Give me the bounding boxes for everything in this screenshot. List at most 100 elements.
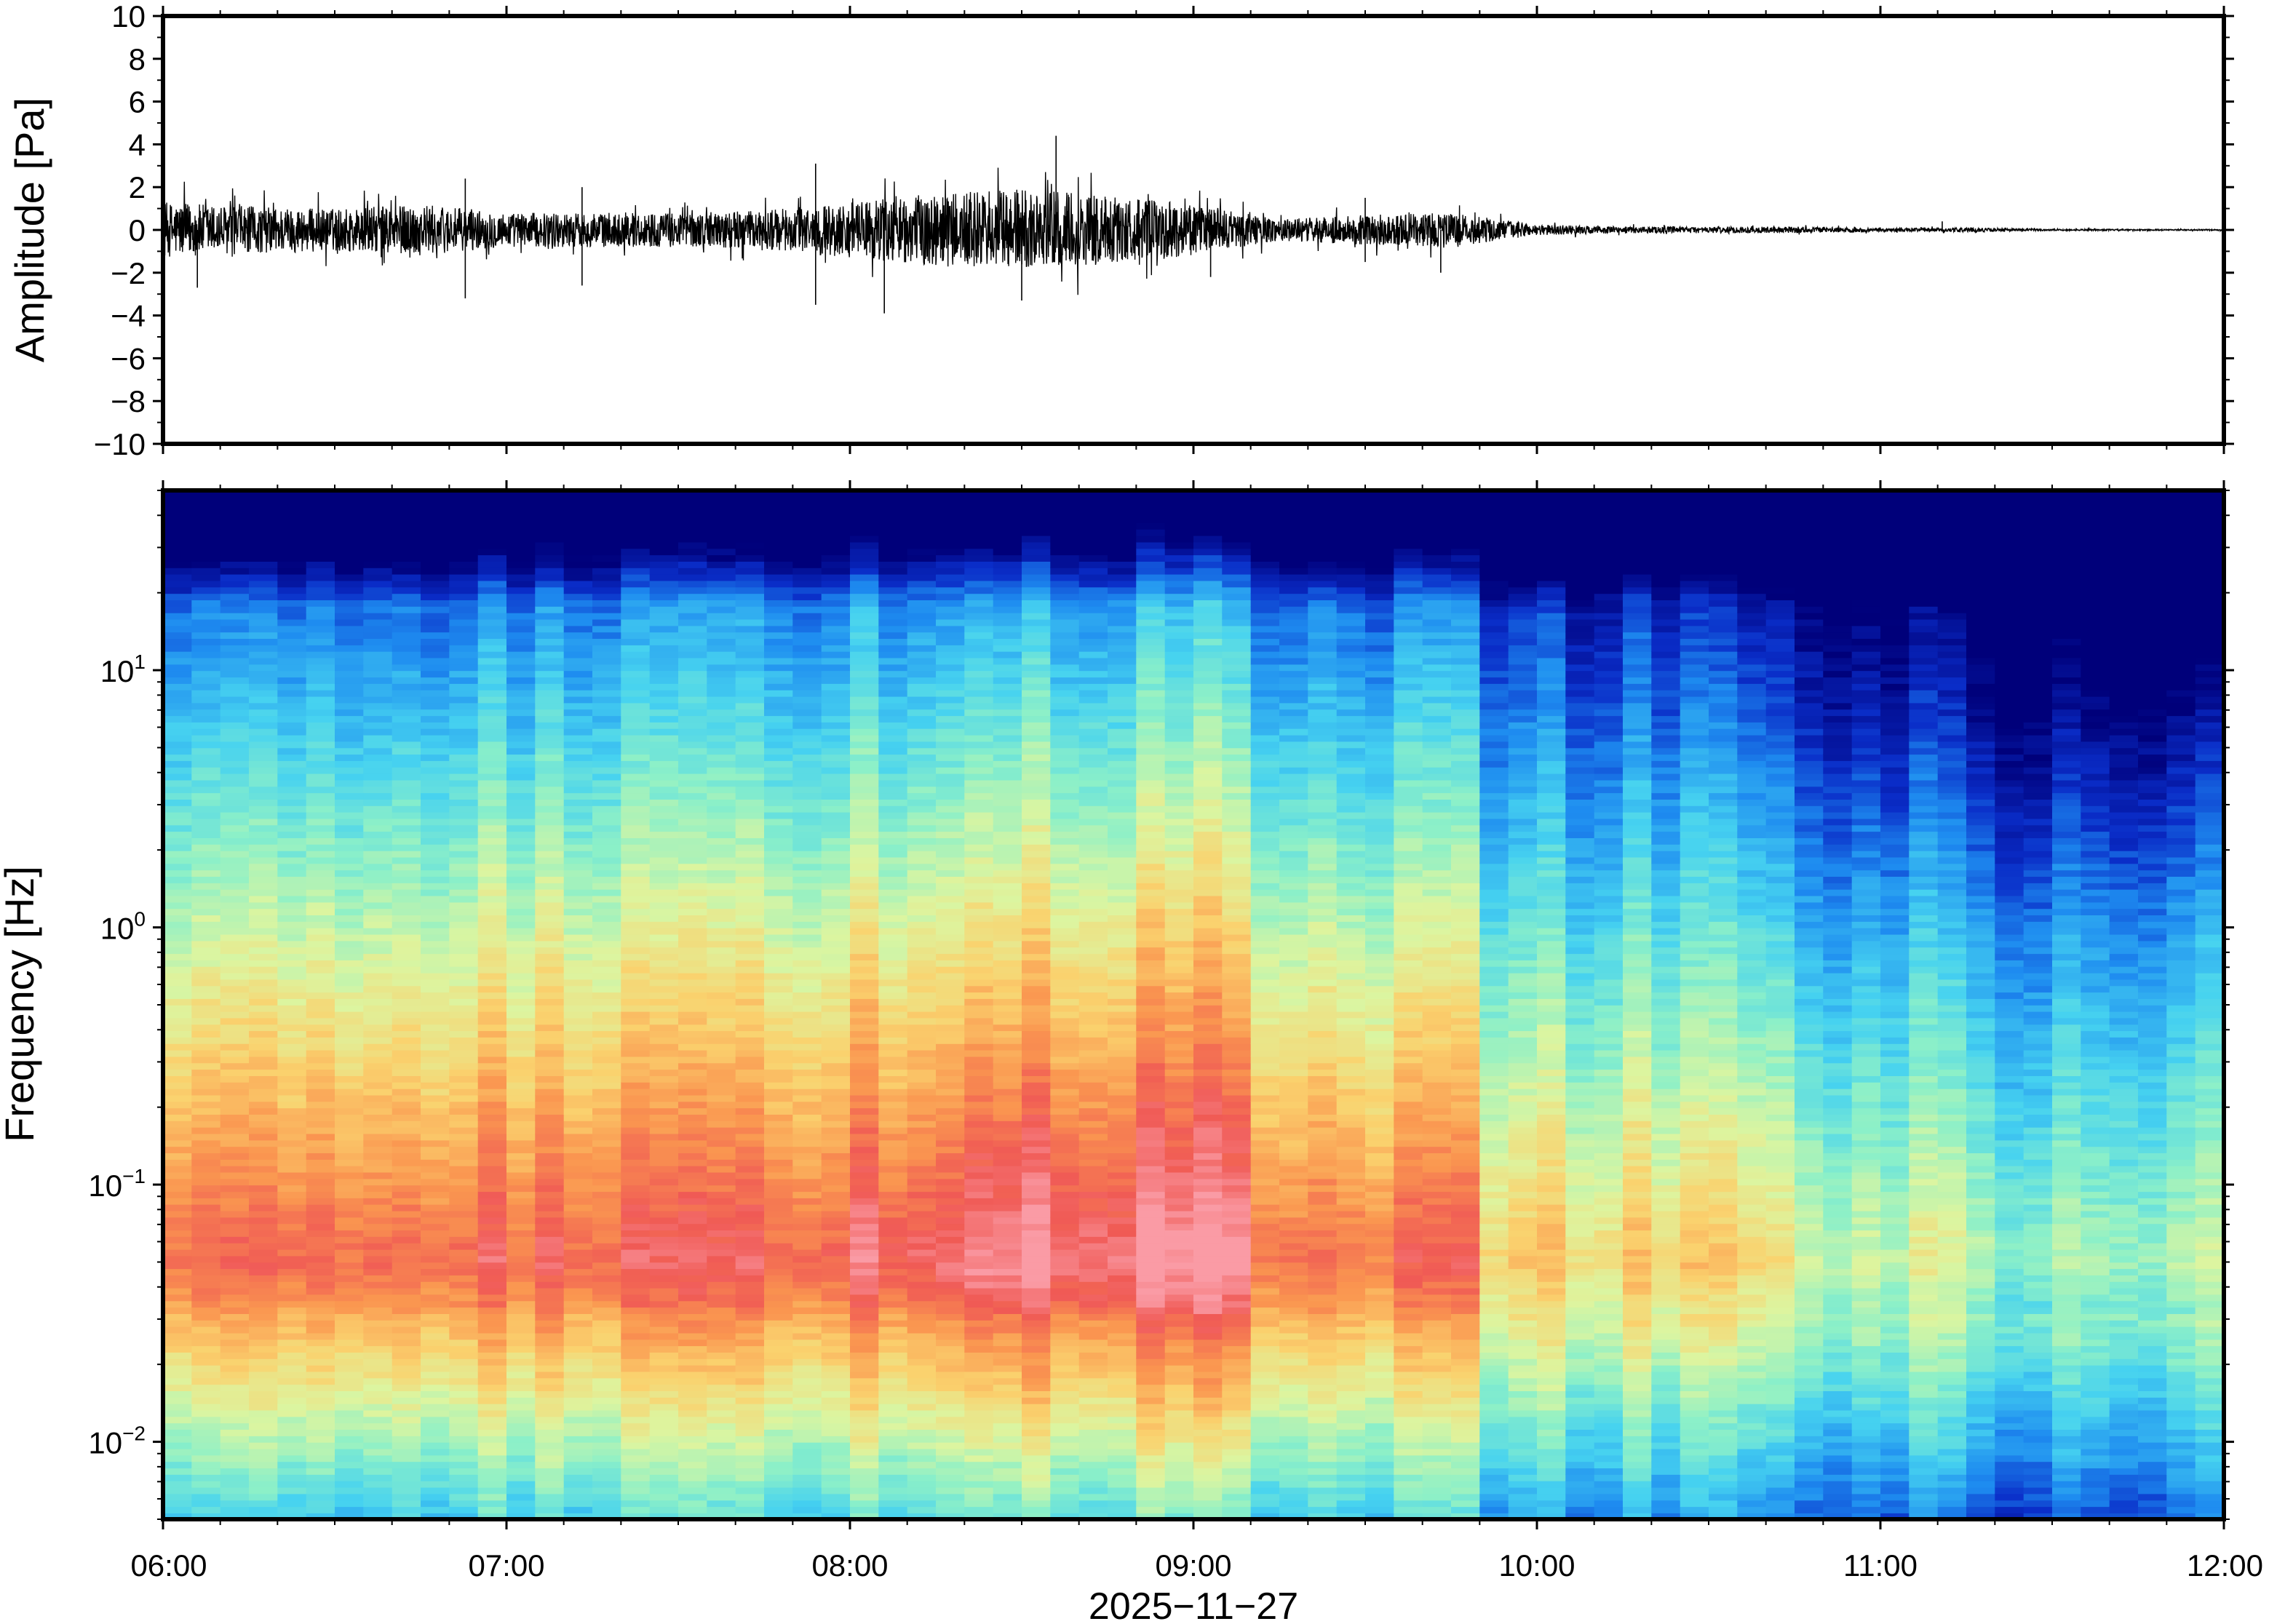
spectrogram-cell (936, 645, 966, 652)
spectrogram-cell (936, 844, 966, 851)
spectrogram-cell (907, 1486, 937, 1494)
spectrogram-cell (363, 953, 393, 960)
spectrogram-cell (936, 972, 966, 980)
spectrogram-cell (907, 606, 937, 613)
spectrogram-cell (592, 650, 622, 658)
spectrogram-cell (535, 998, 565, 1006)
spectrogram-cell (335, 1281, 365, 1289)
spectrogram-cell (936, 1364, 966, 1372)
spectrogram-cell (878, 702, 908, 710)
spectrogram-cell (220, 960, 250, 967)
spectrogram-cell (821, 1191, 851, 1198)
spectrogram-cell (306, 1364, 335, 1372)
spectrogram-cell (163, 901, 193, 909)
spectrogram-cell (993, 1268, 1022, 1275)
spectrogram-cell (678, 1364, 708, 1372)
spectrogram-cell (621, 1146, 651, 1153)
spectrogram-cell (678, 747, 708, 755)
spectrogram-cell (936, 1204, 966, 1211)
spectrogram-cell (392, 876, 421, 883)
spectrogram-cell (449, 792, 479, 800)
spectrogram-cell (506, 690, 536, 697)
spectrogram-column (850, 490, 880, 1519)
spectrogram-cell (850, 760, 880, 768)
spectrogram-cell (878, 1268, 908, 1275)
spectrogram-cell (335, 992, 365, 999)
spectrogram-cell (449, 625, 479, 633)
spectrogram-cell (792, 690, 822, 697)
spectrogram-cell (449, 1088, 479, 1096)
spectrogram-cell (563, 1416, 593, 1424)
spectrogram-cell (821, 1506, 851, 1513)
spectrogram-column (306, 490, 335, 1519)
spectrogram-cell (392, 1204, 421, 1211)
spectrogram-cell (878, 1204, 908, 1211)
spectrogram-cell (306, 503, 335, 511)
spectrogram-cell (678, 1043, 708, 1051)
spectrogram-cell (249, 888, 279, 896)
spectrogram-cell (993, 683, 1022, 690)
spectrogram-cell (277, 509, 307, 517)
spectrogram-cell (535, 722, 565, 729)
spectrogram-cell (936, 837, 966, 845)
spectrogram-cell (535, 1313, 565, 1321)
spectrogram-cell (907, 1082, 937, 1089)
spectrogram-cell (449, 1139, 479, 1147)
spectrogram-cell (392, 1513, 421, 1519)
spectrogram-cell (993, 1275, 1022, 1282)
spectrogram-cell (649, 972, 679, 980)
spectrogram-cell (621, 998, 651, 1006)
spectrogram-cell (392, 1114, 421, 1121)
spectrogram-cell (392, 760, 421, 768)
spectrogram-cell (535, 516, 565, 523)
spectrogram-cell (449, 1474, 479, 1481)
spectrogram-cell (821, 767, 851, 774)
spectrogram-cell (878, 1255, 908, 1263)
spectrogram-cell (163, 496, 193, 504)
spectrogram-cell (363, 1126, 393, 1134)
spectrogram-cell (449, 1409, 479, 1417)
spectrogram-cell (878, 1448, 908, 1456)
spectrogram-cell (592, 722, 622, 729)
spectrogram-cell (878, 799, 908, 806)
spectrogram-cell (306, 1390, 335, 1398)
spectrogram-cell (363, 1300, 393, 1308)
spectrogram-cell (563, 1107, 593, 1115)
spectrogram-cell (707, 1101, 736, 1109)
spectrogram-cell (506, 632, 536, 639)
spectrogram-cell (449, 1416, 479, 1424)
spectrogram-cell (191, 645, 221, 652)
spectrogram-cell (707, 760, 736, 768)
spectrogram-cell (735, 677, 765, 684)
spectrogram-cell (993, 1217, 1022, 1225)
spectrogram-cell (506, 947, 536, 955)
spectrogram-cell (993, 1422, 1022, 1430)
spectrogram-cell (363, 818, 393, 826)
spectrogram-cell (363, 554, 393, 562)
spectrogram-cell (163, 908, 193, 915)
spectrogram-cell (363, 850, 393, 858)
spectrogram-cell (535, 1364, 565, 1372)
spectrogram-cell (191, 600, 221, 607)
spectrogram-cell (964, 1094, 994, 1102)
spectrogram-cell (936, 1094, 966, 1102)
spectrogram-cell (878, 618, 908, 626)
spectrogram-cell (993, 664, 1022, 672)
spectrogram-cell (191, 715, 221, 723)
spectrogram-cell (936, 831, 966, 838)
spectrogram-cell (477, 1005, 507, 1012)
spectrogram-cell (707, 670, 736, 678)
spectrogram-cell (363, 1011, 393, 1019)
spectrogram-cell (907, 1481, 937, 1488)
spectrogram-cell (878, 1294, 908, 1302)
spectrogram-cell (191, 908, 221, 915)
spectrogram-cell (821, 1107, 851, 1115)
spectrogram-cell (421, 529, 450, 536)
spectrogram-cell (449, 709, 479, 717)
spectrogram-cell (306, 541, 335, 549)
spectrogram-cell (249, 773, 279, 781)
spectrogram-cell (363, 561, 393, 568)
spectrogram-cell (792, 1178, 822, 1186)
spectrogram-cell (535, 1191, 565, 1198)
spectrogram-cell (621, 1159, 651, 1166)
